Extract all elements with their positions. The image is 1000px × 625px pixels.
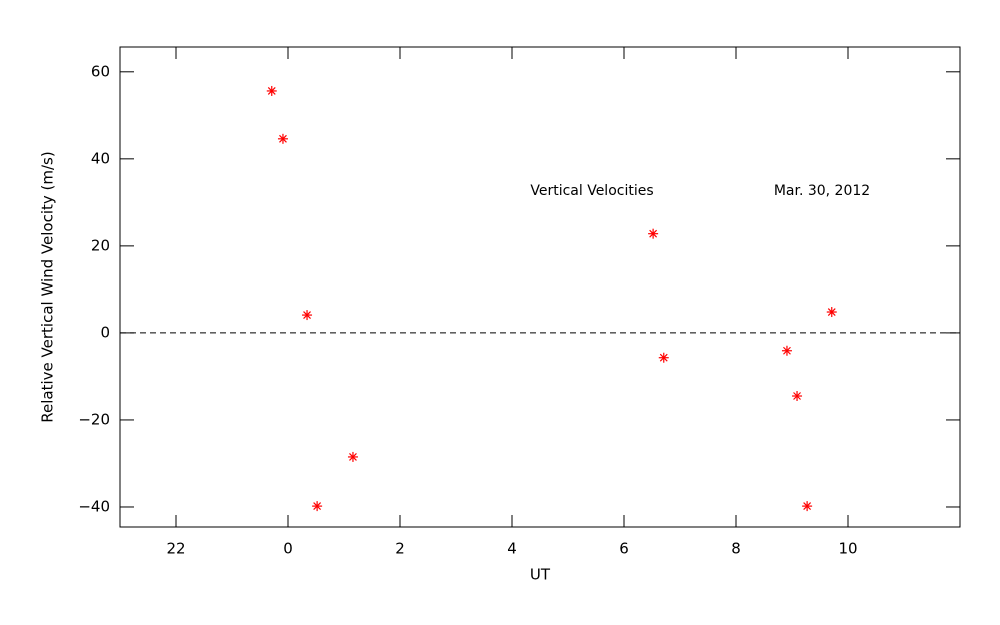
y-tick-label: −20 [78, 410, 110, 428]
x-tick-label: 4 [507, 540, 517, 558]
y-tick-label: −40 [78, 497, 110, 515]
asterisk-stroke [793, 392, 801, 400]
point [781, 345, 792, 356]
point [277, 133, 288, 144]
plot-frame [119, 46, 961, 528]
x-tick-label: 10 [838, 540, 857, 558]
x-tick-label: 0 [283, 540, 293, 558]
asterisk-stroke [827, 308, 836, 316]
x-tick-label: 8 [731, 540, 741, 558]
asterisk-stroke [659, 353, 668, 362]
y-tick-label: 40 [91, 149, 110, 167]
annotation: Mar. 30, 2012 [774, 183, 870, 199]
x-tick-label: 6 [619, 540, 629, 558]
x-axis-label: UT [530, 566, 551, 584]
point [347, 451, 358, 462]
point [658, 352, 669, 363]
y-axis-label: Relative Vertical Wind Velocity (m/s) [39, 151, 57, 422]
asterisk-stroke [303, 311, 311, 319]
asterisk-stroke [649, 229, 658, 238]
asterisk-stroke [313, 502, 322, 511]
point [826, 307, 837, 318]
asterisk-stroke [267, 87, 276, 95]
asterisk-stroke [349, 453, 357, 461]
point [312, 501, 323, 512]
y-tick-label: 60 [91, 62, 110, 80]
x-tick-label: 22 [166, 540, 185, 558]
asterisk-stroke [803, 502, 812, 511]
point [802, 501, 813, 512]
point [648, 228, 659, 239]
y-tick-label: 20 [91, 236, 110, 254]
x-tick-label: 2 [395, 540, 405, 558]
y-tick-label: 0 [100, 323, 110, 341]
asterisk-stroke [783, 346, 791, 355]
point [302, 310, 313, 321]
point [792, 391, 803, 402]
asterisk-stroke [279, 134, 287, 143]
annotation: Vertical Velocities [530, 183, 653, 199]
point [266, 85, 277, 96]
